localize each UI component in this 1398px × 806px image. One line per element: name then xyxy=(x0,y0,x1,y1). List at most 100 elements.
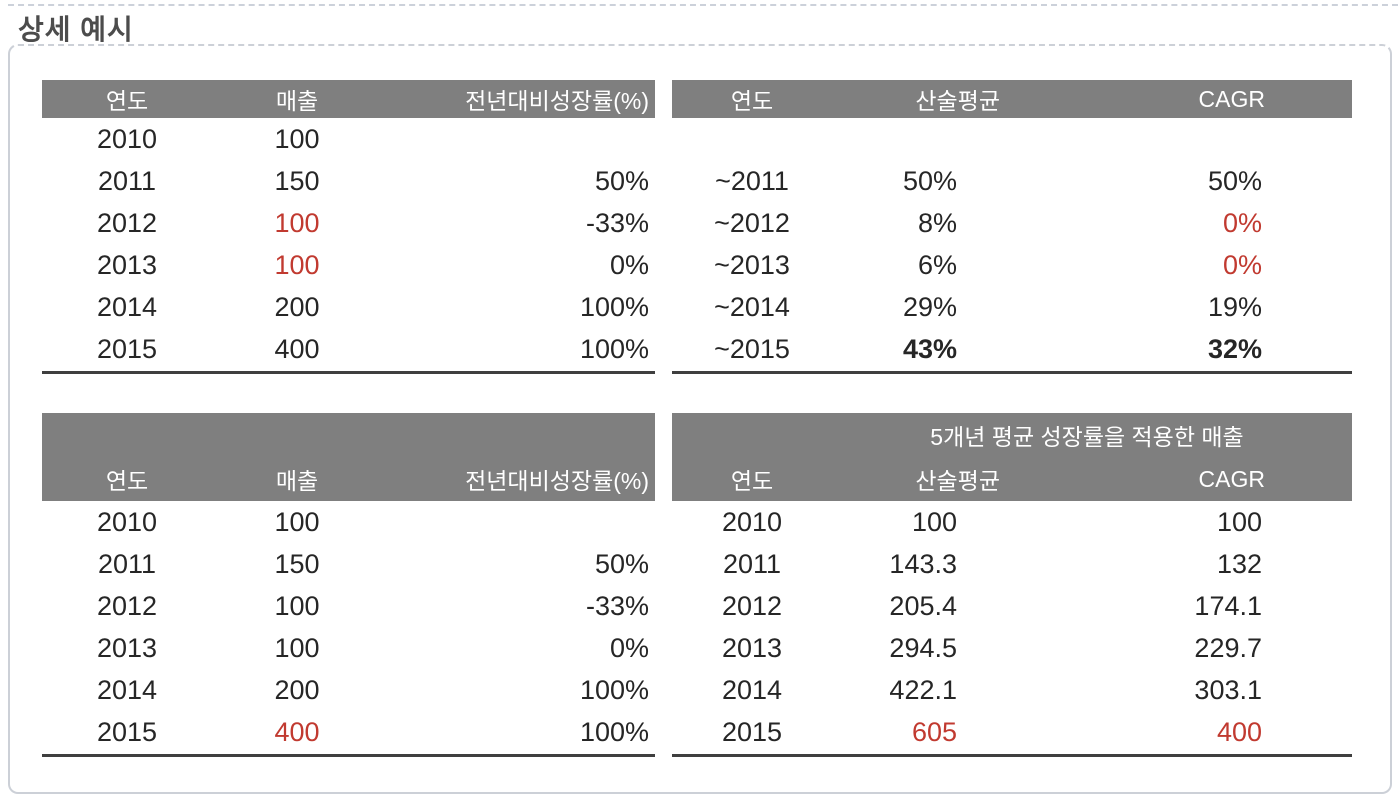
column-header-year: 연도 xyxy=(730,88,774,114)
column-header-year: 연도 xyxy=(730,468,774,494)
table-header: 연도 산술평균 CAGR xyxy=(672,80,1352,118)
cell-cagr-highlight: 0% xyxy=(1222,249,1262,280)
table-row: 2014 200 100% xyxy=(42,286,655,328)
table-row: 2011 150 50% xyxy=(42,543,655,585)
column-header-arithmetic-mean: 산술평균 xyxy=(915,88,1000,114)
cell-growth: 50% xyxy=(594,165,649,196)
table-row: 2012 205.4 174.1 xyxy=(672,585,1352,627)
column-header-yoy-growth: 전년대비성장률(%) xyxy=(465,88,649,114)
cell-year: 2014 xyxy=(96,674,158,705)
table-row: 2014 200 100% xyxy=(42,669,655,711)
cell-growth: 100% xyxy=(579,716,649,747)
table-header-row: 연도 매출 전년대비성장률(%) xyxy=(42,457,655,501)
cell-year: 2012 xyxy=(96,207,158,238)
cell-year: ~2015 xyxy=(714,333,790,364)
cell-year: ~2013 xyxy=(714,249,790,280)
cell-cagr: 229.7 xyxy=(1194,632,1262,663)
table-header-row: 연도 매출 전년대비성장률(%) xyxy=(42,80,655,118)
cell-growth: -33% xyxy=(585,207,649,238)
table-header-toprow: 5개년 평균 성장률을 적용한 매출 xyxy=(672,413,1352,457)
table-row: ~2012 8% 0% xyxy=(672,202,1352,244)
cell-year: ~2014 xyxy=(714,291,790,322)
column-header-arithmetic-mean: 산술평균 xyxy=(915,468,1000,494)
table-row: ~2014 29% 19% xyxy=(672,286,1352,328)
cell-year: 2014 xyxy=(96,291,158,322)
cell-year: 2010 xyxy=(96,123,158,154)
cell-growth: 0% xyxy=(609,249,649,280)
column-header-revenue: 매출 xyxy=(275,468,319,494)
cell-mean: 205.4 xyxy=(889,590,957,621)
cell-cagr: 100 xyxy=(1216,506,1262,537)
table-revenue-growth: 연도 매출 전년대비성장률(%) 2010 100 2011 150 50% 2… xyxy=(42,80,655,374)
cell-revenue: 100 xyxy=(274,506,320,537)
cell-mean: 294.5 xyxy=(889,632,957,663)
table-header: 연도 매출 전년대비성장률(%) xyxy=(42,413,655,501)
table-bottom-rule xyxy=(672,754,1352,757)
table-row: 2011 150 50% xyxy=(42,160,655,202)
cell-growth: 100% xyxy=(579,333,649,364)
cell-mean-highlight: 605 xyxy=(911,716,957,747)
table-bottom-rule xyxy=(42,754,655,757)
column-header-cagr: CAGR xyxy=(1198,85,1265,112)
table-bottom-rule xyxy=(672,371,1352,374)
cell-mean: 6% xyxy=(917,249,957,280)
cell-growth: -33% xyxy=(585,590,649,621)
column-header-cagr: CAGR xyxy=(1198,465,1265,492)
table-row: 2013 100 0% xyxy=(42,244,655,286)
cell-year: 2011 xyxy=(97,165,157,196)
cell-mean: 8% xyxy=(917,207,957,238)
table-row: 2013 100 0% xyxy=(42,627,655,669)
cell-revenue: 100 xyxy=(274,590,320,621)
cell-growth: 0% xyxy=(609,632,649,663)
cell-revenue-highlight: 400 xyxy=(274,716,320,747)
cell-mean-total: 43% xyxy=(902,333,957,364)
cell-growth: 100% xyxy=(579,291,649,322)
table-bottom-rule xyxy=(42,371,655,374)
cell-year: 2015 xyxy=(721,716,783,747)
page-title: 상세 예시 xyxy=(18,14,134,45)
cell-year: 2015 xyxy=(96,333,158,364)
table-row: 2015 400 100% xyxy=(42,328,655,370)
column-header-revenue: 매출 xyxy=(275,88,319,114)
table-header-row: 연도 산술평균 CAGR xyxy=(672,80,1352,118)
cell-cagr: 19% xyxy=(1207,291,1262,322)
cell-growth: 100% xyxy=(579,674,649,705)
cell-revenue: 200 xyxy=(274,291,320,322)
cell-revenue: 150 xyxy=(274,548,320,579)
cell-cagr-highlight: 0% xyxy=(1222,207,1262,238)
cell-year: ~2012 xyxy=(714,207,790,238)
merged-header-projected-revenue: 5개년 평균 성장률을 적용한 매출 xyxy=(930,424,1244,450)
cell-year: 2010 xyxy=(721,506,783,537)
cell-revenue: 200 xyxy=(274,674,320,705)
cell-revenue: 400 xyxy=(274,333,320,364)
table-row: 2010 100 xyxy=(42,501,655,543)
table-row: 2011 143.3 132 xyxy=(672,543,1352,585)
table-row: 2010 100 100 xyxy=(672,501,1352,543)
cell-year: 2011 xyxy=(722,548,782,579)
cell-mean: 100 xyxy=(911,506,957,537)
table-row: ~2011 50% 50% xyxy=(672,160,1352,202)
table-header-spacer xyxy=(42,413,655,457)
table-row: ~2015 43% 32% xyxy=(672,328,1352,370)
table-row: 2015 400 100% xyxy=(42,711,655,753)
table-row: 2010 100 xyxy=(42,118,655,160)
cell-cagr-total: 32% xyxy=(1207,333,1262,364)
column-header-year: 연도 xyxy=(105,88,149,114)
table-header-row: 연도 산술평균 CAGR xyxy=(672,457,1352,501)
cell-mean: 50% xyxy=(902,165,957,196)
cell-mean: 143.3 xyxy=(889,548,957,579)
cell-cagr: 174.1 xyxy=(1194,590,1262,621)
table-header: 연도 매출 전년대비성장률(%) xyxy=(42,80,655,118)
cell-year: 2012 xyxy=(721,590,783,621)
cell-revenue: 100 xyxy=(274,123,320,154)
cell-revenue-highlight: 100 xyxy=(274,249,320,280)
cell-year: 2010 xyxy=(96,506,158,537)
cell-year: 2013 xyxy=(96,249,158,280)
cell-cagr-highlight: 400 xyxy=(1216,716,1262,747)
cell-year: 2011 xyxy=(97,548,157,579)
column-header-yoy-growth: 전년대비성장률(%) xyxy=(465,468,649,494)
cell-growth: 50% xyxy=(594,548,649,579)
table-row: 2013 294.5 229.7 xyxy=(672,627,1352,669)
cell-year: ~2011 xyxy=(715,165,789,196)
cell-mean: 29% xyxy=(902,291,957,322)
